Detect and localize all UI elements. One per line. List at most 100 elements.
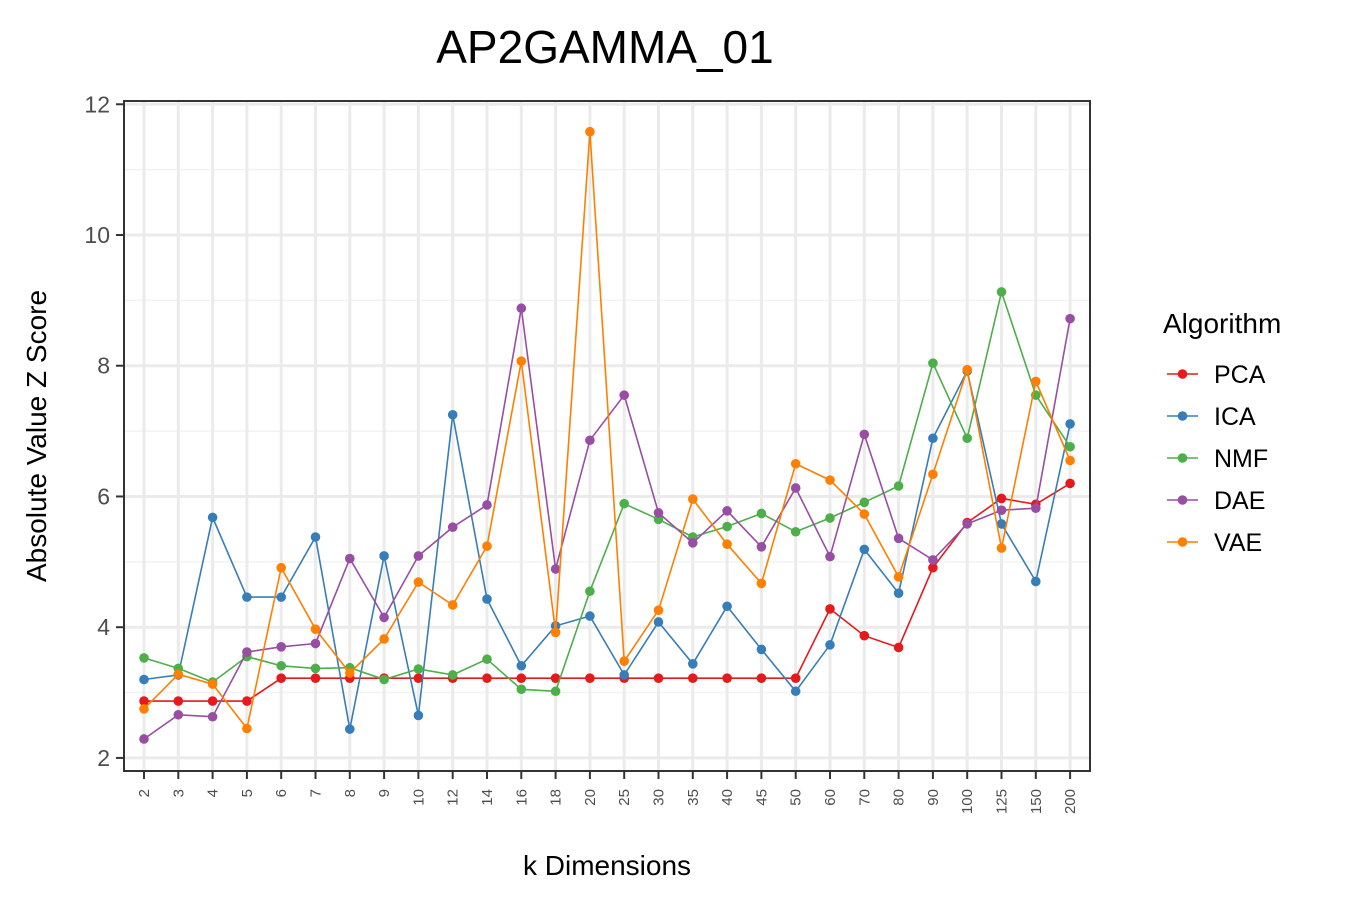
series-line-dae <box>143 308 1071 740</box>
data-point-ica <box>1065 419 1075 429</box>
legend-label-vae: VAE <box>1214 529 1262 557</box>
data-point-pca <box>242 696 252 706</box>
data-point-nmf <box>585 586 595 597</box>
data-point-ica <box>482 594 492 604</box>
data-point-nmf <box>379 674 389 685</box>
data-point-nmf <box>482 654 492 665</box>
data-point-dae <box>825 551 835 562</box>
x-tick-label: 12 <box>445 789 462 806</box>
chart-title: AP2GAMMA_01 <box>436 21 773 73</box>
data-point-nmf <box>447 670 458 680</box>
legend-title: Algorithm <box>1163 308 1281 339</box>
x-tick-label: 3 <box>170 789 187 797</box>
data-point-vae <box>139 704 149 714</box>
data-point-ica <box>413 710 424 721</box>
series-dae <box>139 303 1075 744</box>
data-point-nmf <box>756 508 767 519</box>
series-layer <box>139 126 1075 744</box>
series-line-vae <box>143 131 1071 731</box>
data-point-vae <box>825 475 835 485</box>
data-point-nmf <box>962 433 972 444</box>
x-tick-label: 45 <box>753 789 770 806</box>
data-point-ica <box>310 532 321 542</box>
x-tick-label: 150 <box>1028 789 1045 814</box>
data-point-vae <box>722 539 732 549</box>
data-point-dae <box>310 638 321 649</box>
data-point-pca <box>996 493 1007 504</box>
data-point-nmf <box>790 526 801 537</box>
data-point-nmf <box>722 521 732 532</box>
x-tick-label: 20 <box>582 789 599 806</box>
data-point-ica <box>345 724 355 734</box>
data-point-vae <box>207 679 218 689</box>
data-point-vae <box>173 669 184 680</box>
data-point-dae <box>173 709 184 720</box>
data-point-dae <box>550 564 561 574</box>
data-point-vae <box>585 126 595 137</box>
data-point-pca <box>310 673 321 683</box>
data-point-dae <box>1031 503 1041 514</box>
data-point-ica <box>722 601 732 612</box>
data-point-vae <box>1065 455 1075 466</box>
x-tick-label: 50 <box>788 789 805 806</box>
x-tick-label: 90 <box>925 789 942 806</box>
data-point-pca <box>516 673 527 683</box>
data-point-nmf <box>413 664 424 674</box>
legend-item-ica: ICA <box>1167 403 1256 431</box>
data-point-ica <box>585 611 595 621</box>
data-point-ica <box>516 660 527 671</box>
y-tick-label: 2 <box>97 745 110 771</box>
legend-items: PCA ICA NMF DAE VAE <box>1167 361 1268 557</box>
data-point-vae <box>893 572 904 582</box>
data-point-pca <box>413 673 424 683</box>
x-tick-label: 125 <box>994 789 1011 814</box>
data-point-pca <box>207 696 218 706</box>
x-tick-label: 35 <box>685 789 702 806</box>
data-point-vae <box>345 668 355 678</box>
data-point-pca <box>173 696 184 706</box>
data-point-vae <box>413 577 424 587</box>
x-tick-label: 100 <box>959 789 976 814</box>
series-line-pca <box>144 482 1071 702</box>
legend-item-dae: DAE <box>1167 487 1265 515</box>
y-tick-label: 6 <box>97 483 110 509</box>
data-point-dae <box>139 734 149 744</box>
data-point-pca <box>825 604 835 614</box>
data-point-vae <box>1031 376 1041 387</box>
data-point-nmf <box>310 663 321 674</box>
y-tick-label: 4 <box>97 614 110 640</box>
data-point-ica <box>379 551 389 561</box>
data-point-ica <box>242 592 252 602</box>
x-tick-label: 18 <box>548 789 565 806</box>
series-line-nmf <box>143 288 1071 693</box>
data-point-pca <box>790 673 801 683</box>
series-pca <box>139 478 1075 706</box>
y-axis-title: Absolute Value Z Score <box>21 290 52 582</box>
plot-panel-border <box>123 100 1091 772</box>
series-vae <box>139 126 1075 734</box>
data-point-nmf <box>825 513 835 523</box>
legend-label-pca: PCA <box>1214 361 1266 389</box>
data-point-pca <box>276 673 287 683</box>
legend-marker-vae <box>1177 537 1188 547</box>
data-point-ica <box>928 433 938 444</box>
data-point-dae <box>859 429 870 440</box>
data-point-ica <box>756 644 767 655</box>
data-point-vae <box>619 656 629 666</box>
data-point-pca <box>893 642 904 653</box>
y-tick-label: 10 <box>84 222 110 248</box>
data-point-vae <box>447 600 458 610</box>
series-line-ica <box>143 368 1071 730</box>
legend-label-dae: DAE <box>1214 487 1265 515</box>
data-point-nmf <box>550 686 561 697</box>
legend-marker-pca <box>1177 369 1188 379</box>
data-point-pca <box>928 562 938 573</box>
data-point-ica <box>996 519 1007 529</box>
data-point-ica <box>276 592 287 602</box>
data-point-dae <box>447 522 458 532</box>
data-point-dae <box>345 553 355 564</box>
data-point-vae <box>379 634 389 644</box>
data-point-vae <box>996 543 1007 553</box>
data-point-ica <box>1031 576 1041 587</box>
